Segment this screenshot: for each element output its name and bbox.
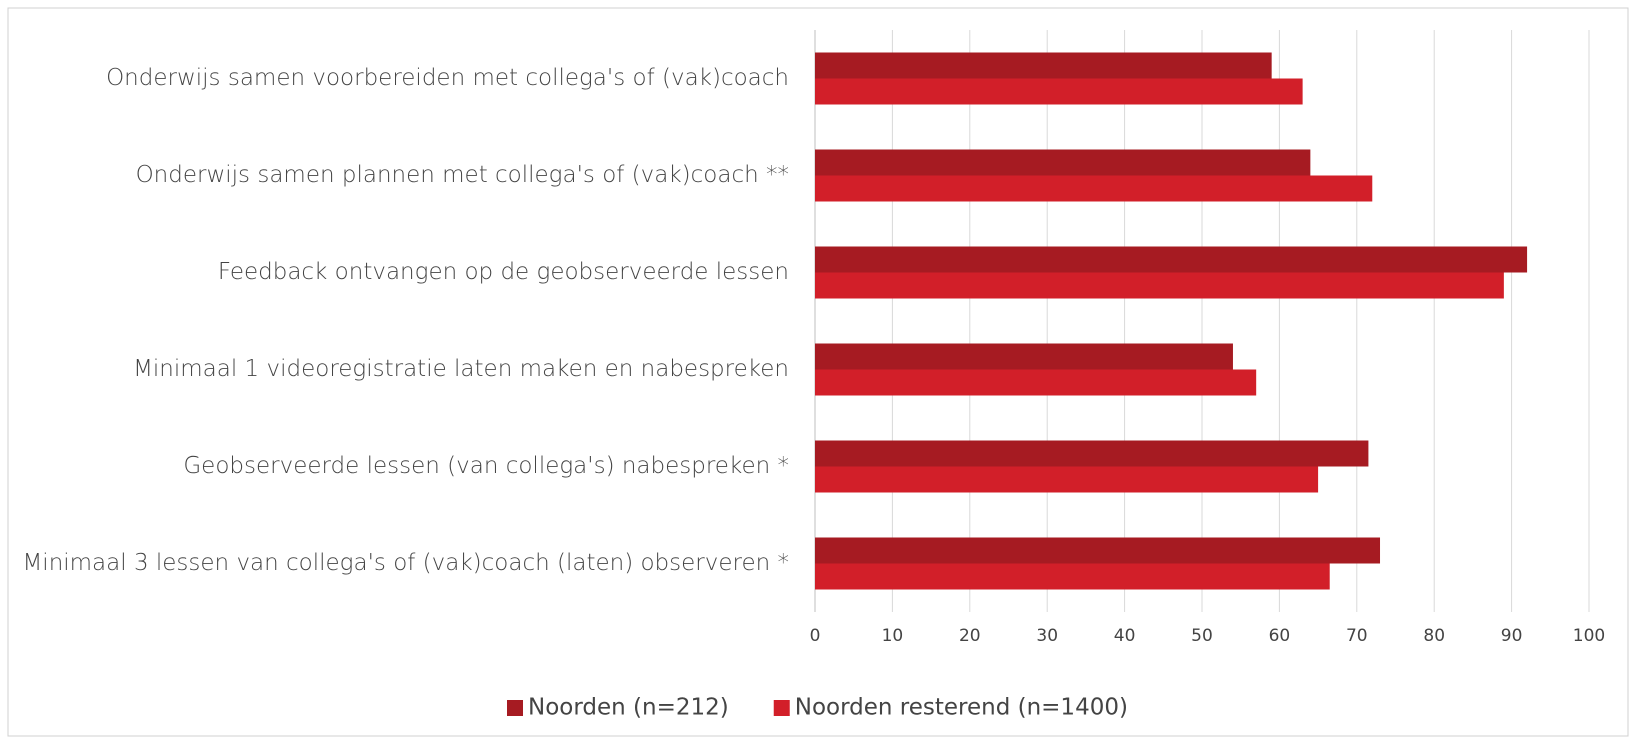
legend-swatch bbox=[773, 700, 790, 716]
x-tick-label: 90 bbox=[1501, 626, 1523, 646]
bar bbox=[815, 149, 1311, 176]
bar bbox=[815, 369, 1257, 396]
x-tick-label: 30 bbox=[1036, 626, 1058, 646]
bar bbox=[815, 466, 1319, 493]
x-tick-label: 70 bbox=[1346, 626, 1368, 646]
x-tick-label: 80 bbox=[1423, 626, 1445, 646]
x-tick-label: 20 bbox=[959, 626, 981, 646]
bar bbox=[815, 537, 1381, 564]
y-tick-label: Feedback ontvangen op de geobserveerde l… bbox=[218, 259, 789, 285]
bar bbox=[815, 563, 1330, 590]
legend-label: Noorden resterend (n=1400) bbox=[795, 695, 1128, 721]
bar bbox=[815, 440, 1369, 467]
y-tick-label: Minimaal 1 videoregistratie laten maken … bbox=[133, 356, 789, 382]
legend-swatch bbox=[507, 700, 523, 716]
y-tick-label: Onderwijs samen plannen met collega's of… bbox=[136, 162, 789, 188]
x-tick-label: 100 bbox=[1573, 626, 1605, 646]
bar bbox=[815, 175, 1373, 202]
x-tick-label: 0 bbox=[810, 626, 821, 646]
x-tick-label: 10 bbox=[882, 626, 904, 646]
x-tick-label: 40 bbox=[1114, 626, 1136, 646]
y-tick-label: Minimaal 3 lessen van collega's of (vak)… bbox=[22, 550, 789, 576]
bar bbox=[815, 78, 1303, 105]
bar bbox=[815, 52, 1272, 79]
bar bbox=[815, 246, 1528, 273]
legend-label: Noorden (n=212) bbox=[528, 695, 729, 721]
y-tick-label: Geobserveerde lessen (van collega's) nab… bbox=[183, 453, 789, 479]
bar bbox=[815, 272, 1504, 299]
x-tick-label: 50 bbox=[1191, 626, 1213, 646]
y-tick-label: Onderwijs samen voorbereiden met collega… bbox=[106, 65, 789, 91]
x-tick-label: 60 bbox=[1269, 626, 1291, 646]
bar bbox=[815, 343, 1233, 370]
